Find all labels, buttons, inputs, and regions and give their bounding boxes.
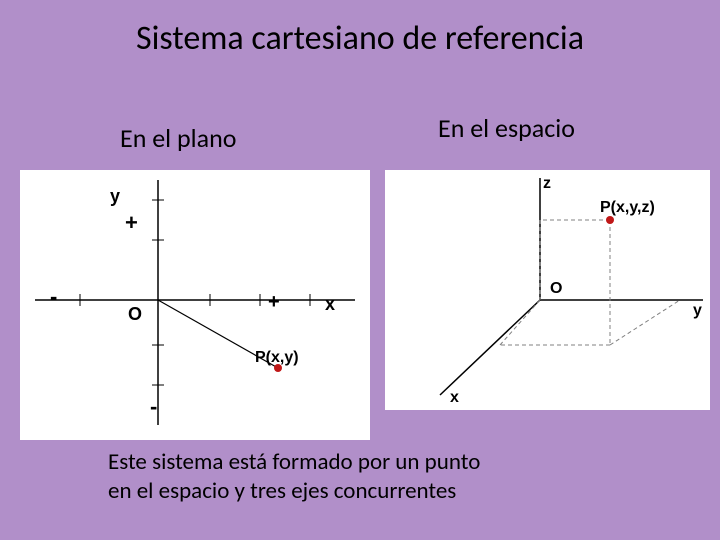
svg-text:P(x,y,z): P(x,y,z) <box>600 199 655 216</box>
svg-text:+: + <box>125 210 138 235</box>
svg-text:x: x <box>450 389 459 406</box>
svg-text:y: y <box>110 186 120 206</box>
slide: Sistema cartesiano de referencia En el p… <box>0 0 720 540</box>
svg-text:P(x,y): P(x,y) <box>255 349 299 366</box>
slide-title: Sistema cartesiano de referencia <box>0 18 720 59</box>
svg-text:O: O <box>128 304 142 324</box>
svg-text:-: - <box>150 394 157 419</box>
svg-text:+: + <box>268 291 280 313</box>
svg-text:y: y <box>693 302 702 319</box>
svg-text:x: x <box>325 294 335 314</box>
svg-text:z: z <box>543 175 551 192</box>
svg-text:O: O <box>550 280 562 297</box>
diagram-3d-panel: z y x O P(x,y,z) <box>385 170 710 410</box>
subtitle-left: En el plano <box>120 122 236 154</box>
svg-text:-: - <box>50 284 57 309</box>
diagram-3d: z y x O P(x,y,z) <box>385 170 710 410</box>
diagram-2d: y x O + + - - P(x,y) <box>20 170 370 440</box>
footer-line1: Este sistema está formado por un punto <box>108 448 480 476</box>
diagram-2d-panel: y x O + + - - P(x,y) <box>20 170 370 440</box>
subtitle-right: En el espacio <box>438 112 575 144</box>
footer-text: Este sistema está formado por un punto e… <box>108 448 480 506</box>
footer-line2: en el espacio y tres ejes concurrentes <box>108 477 456 505</box>
